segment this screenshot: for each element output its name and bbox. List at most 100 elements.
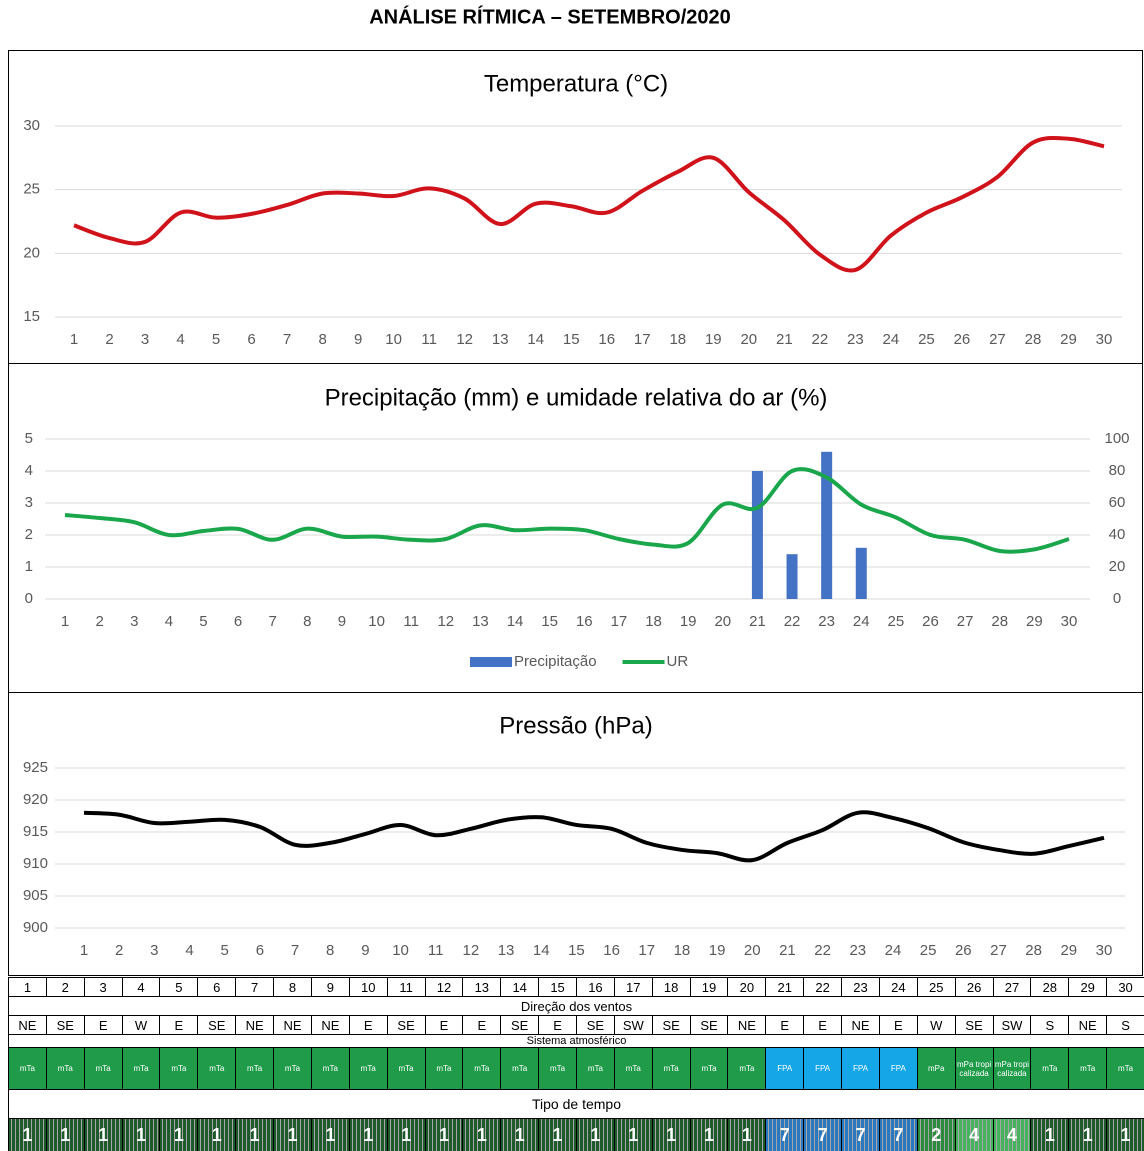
x-tick-label: 29 bbox=[1060, 331, 1077, 348]
day-cell: 28 bbox=[1030, 977, 1070, 997]
system-cell: mTa bbox=[689, 1047, 729, 1090]
y-tick-label: 25 bbox=[23, 181, 40, 198]
x-tick-label: 22 bbox=[812, 331, 829, 348]
x-tick-label: 6 bbox=[234, 613, 242, 630]
wind-cell: SE bbox=[386, 1015, 426, 1035]
x-tick-label: 30 bbox=[1096, 331, 1113, 348]
wind-cell: S bbox=[1106, 1015, 1144, 1035]
panel bbox=[8, 692, 1143, 976]
x-tick-label: 7 bbox=[291, 942, 299, 959]
day-cell: 6 bbox=[197, 977, 237, 997]
line bbox=[64, 467, 1070, 554]
day-cell: 8 bbox=[273, 977, 312, 997]
day-cell: 2 bbox=[45, 977, 85, 997]
wind-cell: SE bbox=[197, 1015, 237, 1035]
weather-cell: 1 bbox=[462, 1118, 502, 1151]
x-tick-label: 14 bbox=[533, 942, 550, 959]
x-tick-label: 10 bbox=[392, 942, 409, 959]
weather-cell: 1 bbox=[159, 1118, 199, 1151]
y-tick-label: 0 bbox=[25, 590, 33, 607]
x-tick-label: 9 bbox=[354, 331, 362, 348]
x-tick-label: 5 bbox=[212, 331, 220, 348]
weather-cell: 1 bbox=[310, 1118, 350, 1151]
day-cell: 16 bbox=[576, 977, 615, 997]
y2-tick-label: 20 bbox=[1109, 558, 1126, 575]
weather-cell: 4 bbox=[992, 1118, 1032, 1151]
x-tick-label: 1 bbox=[61, 613, 69, 630]
y-tick-label: 1 bbox=[25, 558, 33, 575]
x-tick-label: 11 bbox=[403, 613, 419, 630]
x-tick-label: 21 bbox=[776, 331, 793, 348]
bar bbox=[821, 451, 833, 599]
wind-cell: NE bbox=[235, 1015, 275, 1035]
day-cell: 4 bbox=[121, 977, 161, 997]
weather-cell: 4 bbox=[954, 1118, 994, 1151]
x-tick-label: 10 bbox=[368, 613, 385, 630]
x-tick-label: 24 bbox=[885, 942, 902, 959]
day-cell: 11 bbox=[386, 977, 426, 997]
x-tick-label: 14 bbox=[527, 331, 544, 348]
wind-cell: SE bbox=[576, 1015, 615, 1035]
system-cell: mTa bbox=[8, 1047, 47, 1090]
wind-cell: NE bbox=[1068, 1015, 1108, 1035]
weather-cell: 1 bbox=[538, 1118, 577, 1151]
day-cell: 1 bbox=[8, 977, 47, 997]
system-cell: FPA bbox=[878, 1047, 918, 1090]
system-cell: FPA bbox=[765, 1047, 805, 1090]
day-cell: 17 bbox=[613, 977, 653, 997]
system-cell: mTa bbox=[538, 1047, 577, 1090]
y-tick-label: 20 bbox=[23, 244, 40, 261]
x-tick-label: 9 bbox=[338, 613, 346, 630]
x-tick-label: 12 bbox=[437, 613, 454, 630]
x-tick-label: 10 bbox=[385, 331, 402, 348]
wind-cell: E bbox=[462, 1015, 502, 1035]
day-cell: 30 bbox=[1106, 977, 1144, 997]
page-title: ANÁLISE RÍTMICA – SETEMBRO/2020 bbox=[369, 5, 731, 28]
weather-cell: 1 bbox=[386, 1118, 426, 1151]
x-tick-label: 20 bbox=[740, 331, 757, 348]
line bbox=[73, 135, 1105, 273]
y2-tick-label: 60 bbox=[1109, 494, 1126, 511]
wind-cell: E bbox=[765, 1015, 805, 1035]
x-tick-label: 3 bbox=[141, 331, 149, 348]
day-cell: 13 bbox=[462, 977, 502, 997]
day-cell: 10 bbox=[348, 977, 388, 997]
system-cell: mTa bbox=[45, 1047, 85, 1090]
x-tick-label: 19 bbox=[709, 942, 726, 959]
weather-cell: 1 bbox=[689, 1118, 729, 1151]
day-cell: 29 bbox=[1068, 977, 1108, 997]
x-tick-label: 25 bbox=[918, 331, 935, 348]
x-tick-label: 22 bbox=[784, 613, 801, 630]
system-cell: mTa bbox=[462, 1047, 502, 1090]
x-tick-label: 1 bbox=[70, 331, 78, 348]
wind-cell: E bbox=[424, 1015, 464, 1035]
x-tick-label: 16 bbox=[576, 613, 593, 630]
x-tick-label: 17 bbox=[634, 331, 651, 348]
y-tick-label: 920 bbox=[23, 791, 48, 808]
system-cell: mTa bbox=[1030, 1047, 1070, 1090]
x-tick-label: 19 bbox=[705, 331, 722, 348]
system-cell: mTa bbox=[727, 1047, 767, 1090]
system-cell: mTa bbox=[613, 1047, 653, 1090]
line bbox=[83, 810, 1105, 863]
x-tick-label: 14 bbox=[507, 613, 524, 630]
y-tick-label: 15 bbox=[23, 308, 40, 325]
y-tick-label: 30 bbox=[23, 117, 40, 134]
x-tick-label: 18 bbox=[669, 331, 686, 348]
x-tick-label: 24 bbox=[853, 613, 870, 630]
x-tick-label: 15 bbox=[541, 613, 558, 630]
x-tick-label: 26 bbox=[922, 613, 939, 630]
x-tick-label: 13 bbox=[498, 942, 515, 959]
x-tick-label: 21 bbox=[749, 613, 766, 630]
x-tick-label: 20 bbox=[714, 613, 731, 630]
x-tick-label: 17 bbox=[611, 613, 628, 630]
x-tick-label: 29 bbox=[1026, 613, 1043, 630]
bar bbox=[855, 547, 867, 599]
y-tick-label: 3 bbox=[25, 494, 33, 511]
x-tick-label: 18 bbox=[645, 613, 662, 630]
x-tick-label: 28 bbox=[1025, 942, 1042, 959]
system-cell: mTa bbox=[424, 1047, 464, 1090]
weather-cell: 7 bbox=[765, 1118, 805, 1151]
wind-cell: NE bbox=[727, 1015, 767, 1035]
x-tick-label: 13 bbox=[492, 331, 509, 348]
